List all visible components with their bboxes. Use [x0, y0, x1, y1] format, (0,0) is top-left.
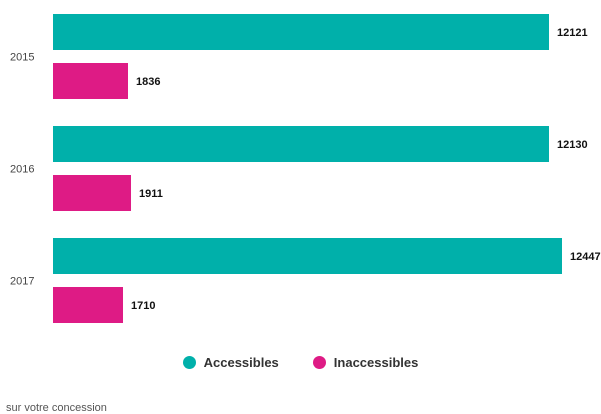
value-label-accessibles-2015: 12121	[557, 27, 588, 39]
legend: Accessibles Inaccessibles	[0, 355, 601, 370]
value-label-inaccessibles-2016: 1911	[139, 188, 163, 200]
legend-swatch-inaccessibles	[312, 356, 326, 369]
bar-inaccessibles-2015[interactable]	[53, 63, 128, 99]
legend-label-inaccessibles: Inaccessibles	[333, 355, 419, 370]
legend-item-accessibles[interactable]: Accessibles	[182, 355, 279, 370]
bar-accessibles-2016[interactable]	[53, 126, 549, 162]
legend-item-inaccessibles[interactable]: Inaccessibles	[312, 355, 419, 370]
bar-inaccessibles-2017[interactable]	[53, 287, 123, 323]
footnote: sur votre concession	[6, 402, 107, 414]
value-label-inaccessibles-2015: 1836	[136, 76, 160, 88]
category-label-2017: 2017	[10, 276, 34, 288]
bar-accessibles-2017[interactable]	[53, 238, 562, 274]
category-label-2015: 2015	[10, 52, 34, 64]
bar-accessibles-2015[interactable]	[53, 14, 549, 50]
value-label-accessibles-2016: 12130	[557, 139, 588, 151]
legend-label-accessibles: Accessibles	[203, 355, 279, 370]
bar-inaccessibles-2016[interactable]	[53, 175, 131, 211]
legend-swatch-accessibles	[182, 356, 196, 369]
value-label-inaccessibles-2017: 1710	[131, 300, 155, 312]
bar-chart: 12121 1836 2015 12130 1911 2016 12447 1710 2017	[10, 14, 601, 323]
category-label-2016: 2016	[10, 164, 34, 176]
value-label-accessibles-2017: 12447	[570, 251, 601, 263]
